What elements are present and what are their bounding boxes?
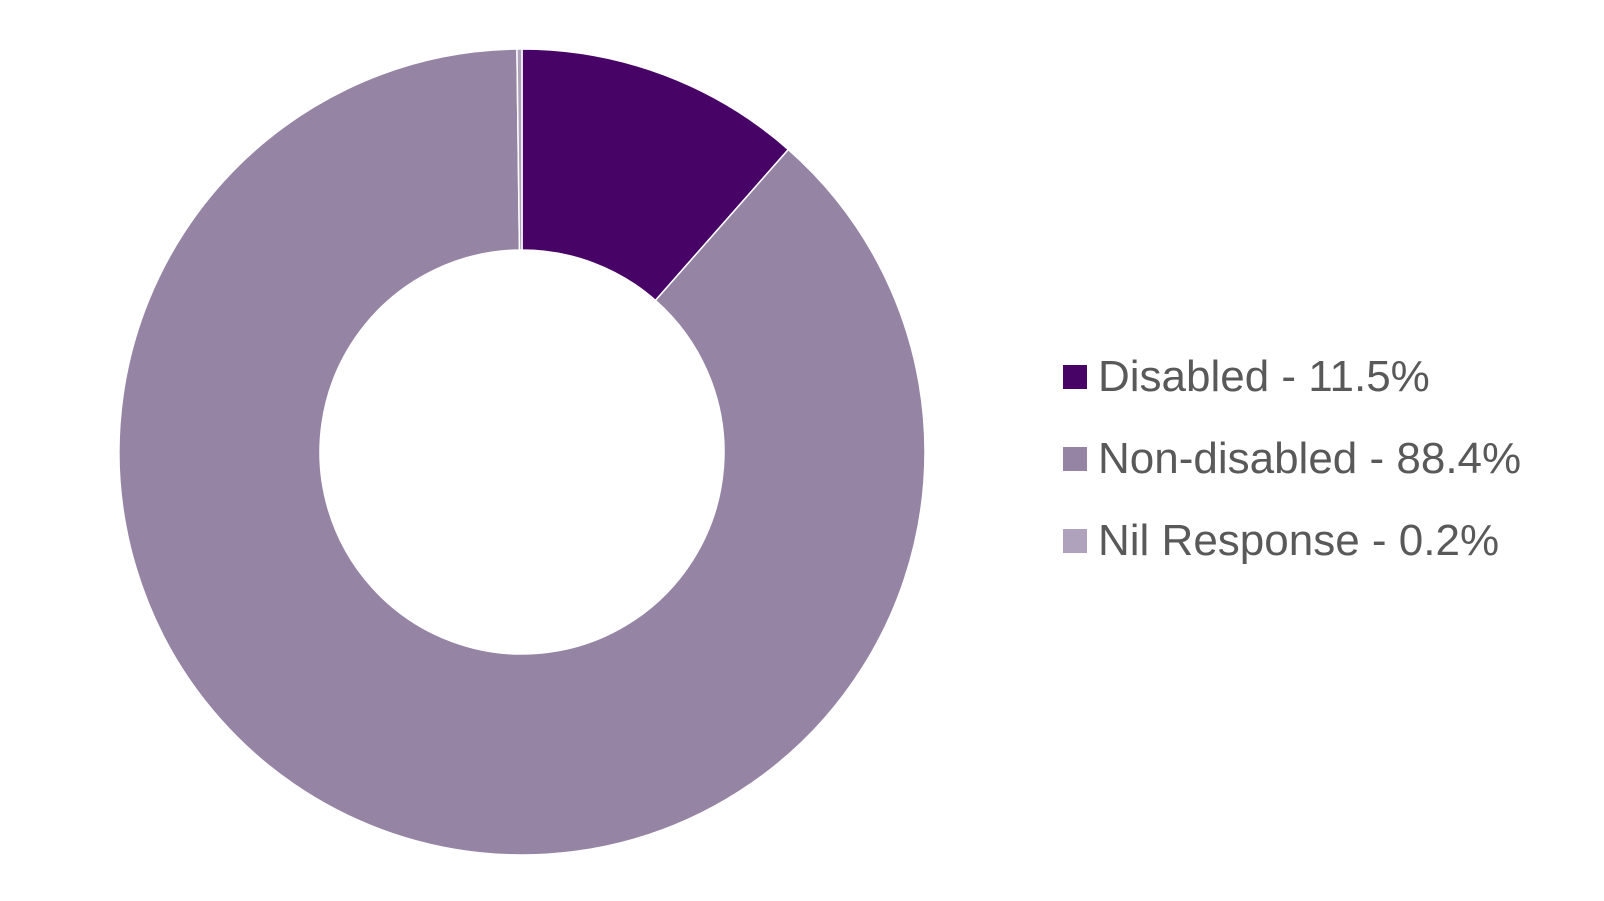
legend-swatch-disabled <box>1063 365 1087 389</box>
legend-label-disabled: Disabled - 11.5% <box>1098 352 1430 401</box>
legend-swatch-non-disabled <box>1063 447 1087 471</box>
legend-swatch-nil-response <box>1063 529 1087 553</box>
legend-label-non-disabled: Non-disabled - 88.4% <box>1098 434 1522 483</box>
donut-slice-non-disabled <box>118 48 926 856</box>
legend-item-nil-response: Nil Response - 0.2% <box>1063 500 1521 582</box>
chart-legend: Disabled - 11.5% Non-disabled - 88.4% Ni… <box>1063 336 1521 582</box>
donut-slice-disabled <box>521 48 790 302</box>
legend-item-non-disabled: Non-disabled - 88.4% <box>1063 418 1521 500</box>
legend-label-nil-response: Nil Response - 0.2% <box>1098 516 1500 565</box>
legend-item-disabled: Disabled - 11.5% <box>1063 336 1521 418</box>
donut-slice-nil-response <box>516 48 523 251</box>
